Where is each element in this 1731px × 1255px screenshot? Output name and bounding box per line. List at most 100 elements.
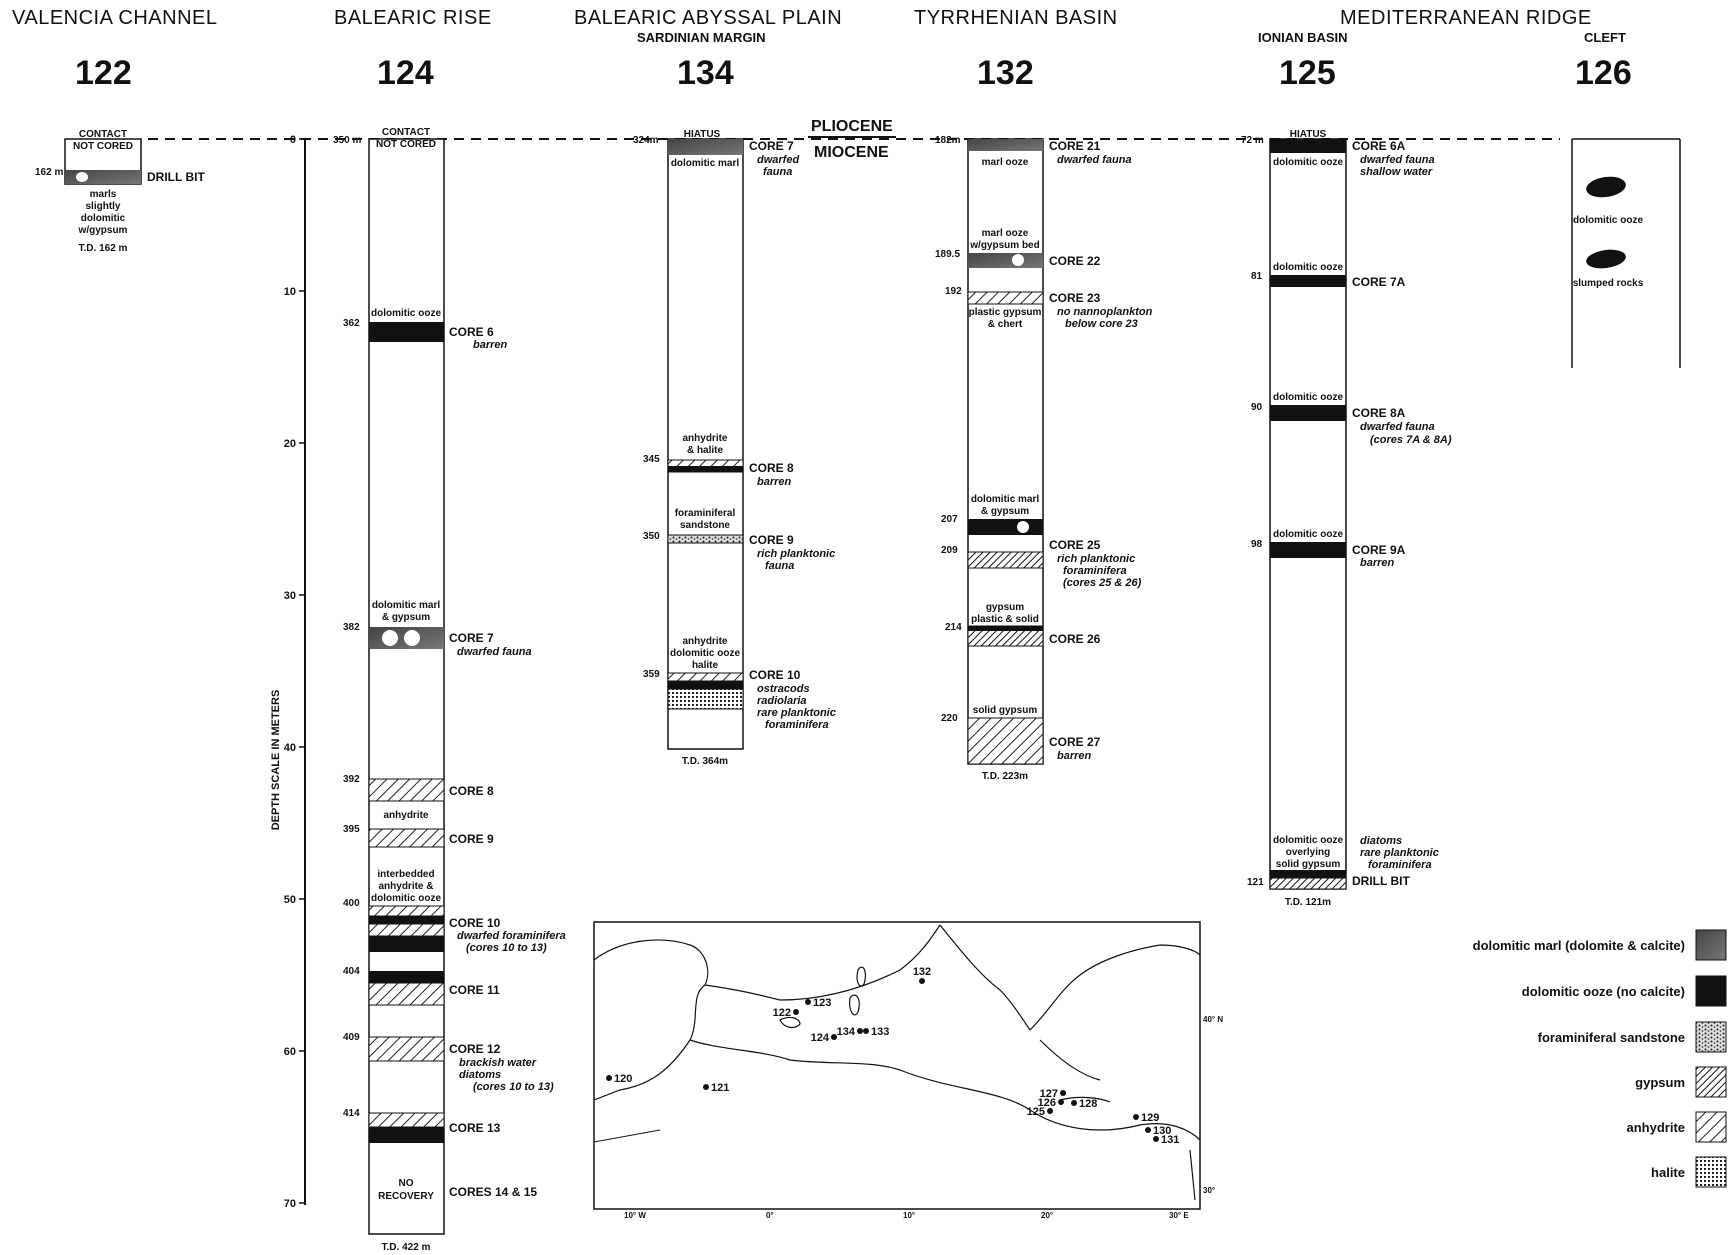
map-site-122-label: 122 (773, 1007, 791, 1019)
depth-tick-label: 70 (284, 1198, 296, 1210)
td-124: T.D. 422 m (382, 1242, 431, 1253)
legend-swatch-gypsum (1695, 1066, 1727, 1098)
lith-124-3: anhydrite (383, 810, 428, 821)
lith-126-2: slumped rocks (1573, 278, 1644, 289)
note-124-10b: (cores 10 to 13) (466, 942, 547, 954)
td-122: T.D. 162 m (79, 243, 128, 254)
map-site-132-label: 132 (913, 966, 931, 978)
map-site-130-marker (1145, 1127, 1151, 1133)
map-site-134-marker (857, 1028, 863, 1034)
depth-124-7: 409 (343, 1032, 360, 1043)
note-134-7b: fauna (763, 166, 792, 178)
lith-132-2a: marl ooze (982, 228, 1029, 239)
note-132-23b: below core 23 (1065, 318, 1138, 330)
core-134-8: CORE 8 (749, 461, 794, 475)
lith-122-1: marls (90, 189, 117, 200)
depth-axis: 0 10 20 30 40 50 60 70 DEPTH SCALE IN METERS (270, 134, 306, 1210)
core-125-8a: CORE 8A (1352, 406, 1406, 420)
core-134-7: CORE 7 (749, 139, 794, 153)
label-134-hiatus: HIATUS (684, 129, 721, 140)
lith-132-5b: plastic & solid (971, 614, 1039, 625)
core-132-27: CORE 27 (1049, 735, 1101, 749)
depth-124-6: 404 (343, 966, 360, 977)
lith-132-2b: w/gypsum bed (969, 240, 1039, 251)
note-132-27: barren (1057, 750, 1092, 762)
depth-132-5: 214 (945, 622, 962, 633)
lith-134-4a: anhydrite (682, 636, 727, 647)
lith-132-6: solid gypsum (973, 705, 1038, 716)
note-134-10c: rare planktonic (757, 707, 836, 719)
depth-132-1: 189.5 (935, 249, 960, 260)
site-number-122: 122 (75, 54, 132, 92)
note-125-6a-1: dwarfed fauna (1360, 154, 1435, 166)
note-124-12a: brackish water (459, 1057, 537, 1069)
map-site-128-marker (1071, 1100, 1077, 1106)
region-tyrrhenian: TYRRHENIAN BASIN (914, 7, 1118, 29)
map-lat-30: 30° (1203, 1186, 1215, 1195)
column-site-126: dolomitic ooze slumped rocks (1571, 138, 1681, 368)
note-134-9a: rich planktonic (757, 548, 835, 560)
depth-axis-label: DEPTH SCALE IN METERS (270, 690, 282, 831)
map-site-126-label: 126 (1038, 1097, 1056, 1109)
column-site-122: CONTACT NOT CORED 162 m DRILL BIT marls … (35, 129, 205, 254)
note-132-25b: foraminifera (1063, 565, 1127, 577)
core-132-23: CORE 23 (1049, 291, 1101, 305)
site-number-125: 125 (1279, 54, 1336, 92)
map-site-129-marker (1133, 1114, 1139, 1120)
note-134-10d: foraminifera (765, 719, 829, 731)
top-depth-124: 350 m (333, 135, 361, 146)
depth-134-2: 350 (643, 531, 660, 542)
lith-125-5a: dolomitic ooze (1273, 835, 1343, 846)
label-125-hiatus: HIATUS (1290, 129, 1327, 140)
core-132-25: CORE 25 (1049, 538, 1101, 552)
legend-swatch-halite (1695, 1156, 1727, 1188)
map-site-120-label: 120 (614, 1073, 632, 1085)
note-125-9a: barren (1360, 557, 1395, 569)
note-124-12b: diatoms (459, 1069, 501, 1081)
map-site-120-marker (606, 1075, 612, 1081)
lith-125-3: dolomitic ooze (1273, 392, 1343, 403)
map-lat-40: 40° N (1203, 1015, 1223, 1024)
td-134: T.D. 364m (682, 756, 728, 767)
label-122-top-2: NOT CORED (73, 141, 133, 152)
column-site-132: 182m marl ooze marl ooze w/gypsum bed pl… (935, 135, 1153, 782)
depth-124-3: 392 (343, 774, 360, 785)
region-medridge: MEDITERRANEAN RIDGE (1340, 7, 1592, 29)
core-125-drillbit: DRILL BIT (1352, 874, 1410, 888)
core-124-14-15: CORES 14 & 15 (449, 1185, 537, 1199)
depth-tick-label: 10 (284, 286, 296, 298)
top-depth-132: 182m (935, 135, 961, 146)
map-site-122-marker (793, 1009, 799, 1015)
map-lon-10: 10° (903, 1211, 915, 1220)
depth-tick-label: 50 (284, 894, 296, 906)
core-134-9: CORE 9 (749, 533, 794, 547)
core-125-6a: CORE 6A (1352, 139, 1406, 153)
lith-134-2b: & halite (687, 445, 724, 456)
map-lon-10w: 10° W (624, 1211, 646, 1220)
map-site-123-marker (805, 999, 811, 1005)
depth-125-4: 121 (1247, 877, 1264, 888)
legend-label-halite: halite (1651, 1165, 1685, 1180)
depth-124-5: 400 (343, 898, 360, 909)
lith-132-3b: & chert (988, 319, 1023, 330)
map-site-127-label: 127 (1040, 1088, 1058, 1100)
epoch-miocene: MIOCENE (814, 144, 889, 161)
map-lon-20: 20° (1041, 1211, 1053, 1220)
note-134-9b: fauna (765, 560, 794, 572)
map-site-131-marker (1153, 1136, 1159, 1142)
lith-124-5a: NO (399, 1178, 414, 1189)
depth-tick-label: 20 (284, 438, 296, 450)
region-balearic-rise: BALEARIC RISE (334, 7, 492, 29)
td-132: T.D. 223m (982, 771, 1028, 782)
lith-134-3a: foraminiferal (675, 508, 736, 519)
core-134-10: CORE 10 (749, 668, 801, 682)
note-132-23a: no nannoplankton (1057, 306, 1153, 318)
map-site-128-label: 128 (1079, 1098, 1097, 1110)
core-125-9a: CORE 9A (1352, 543, 1406, 557)
note-124-12c: (cores 10 to 13) (473, 1081, 554, 1093)
site-number-126: 126 (1575, 54, 1632, 92)
lith-124-2b: & gypsum (382, 612, 430, 623)
td-125: T.D. 121m (1285, 897, 1331, 908)
legend-swatch-marl (1695, 929, 1727, 961)
map-site-125-marker (1047, 1108, 1053, 1114)
